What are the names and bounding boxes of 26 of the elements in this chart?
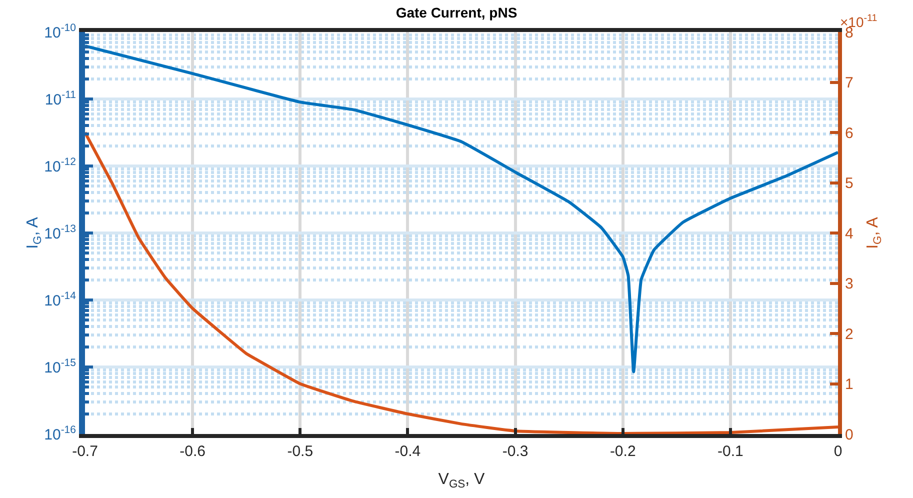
y2-tick-label: 3 [845,276,854,292]
y2-tick-label: 5 [845,175,854,192]
chart-title: Gate Current, pNS [396,4,518,20]
x-tick-label: -0.5 [287,443,314,460]
y-tick-label: 10$^{-15}$ [44,356,76,376]
line-series [85,131,838,434]
x-tick-label: -0.4 [394,443,421,460]
y-tick-label: 10$^{-10}$ [44,22,76,42]
y-tick-label: 10$^{-11}$ [44,88,76,108]
y-tick-label: 10$^{-12}$ [44,156,76,176]
y2-tick-label: 2 [845,326,854,343]
y2-tick-label: 7 [845,74,854,92]
y-tick-label: 10$^{-16}$ [44,424,76,444]
x-tick-label: -0.1 [718,443,744,460]
y2-tick-label: 4 [845,225,854,242]
y2-tick-label: 1 [845,376,854,393]
y-tick-label: 10$^{-14}$ [44,290,76,310]
y-tick-label: 10$^{-13}$ [44,222,76,242]
x-tick-label: 0 [834,443,842,460]
y2-tick-label: 6 [845,124,854,142]
x-tick-label: -0.2 [610,443,636,460]
x-tick-label: -0.3 [502,443,528,460]
x-tick-label: -0.7 [72,443,98,460]
y2-tick-label: 0 [845,426,854,444]
x-axis-title: V$_{GS}$, V [438,471,486,491]
x-tick-label: -0.6 [180,443,206,460]
